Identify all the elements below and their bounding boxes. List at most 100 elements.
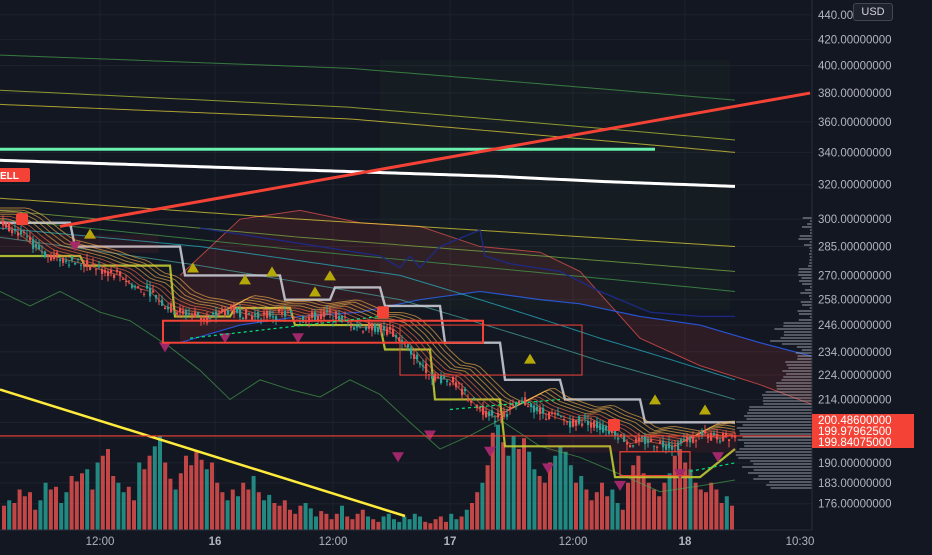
candle-body	[338, 315, 341, 321]
candle-body	[638, 437, 641, 442]
volume-bar	[147, 455, 152, 530]
candle-body	[308, 317, 311, 322]
buy-signal-marker	[324, 270, 336, 281]
candle-body	[500, 417, 503, 419]
candle-body	[377, 326, 380, 332]
candle-body	[188, 313, 191, 315]
candle-body	[680, 439, 683, 444]
candle-body	[515, 401, 518, 407]
candle-body	[461, 388, 464, 396]
drawing-lines	[0, 91, 812, 518]
sell-signal-marker	[712, 452, 724, 463]
volume-bar	[428, 523, 433, 530]
volume-bar	[106, 449, 110, 530]
envelope-line	[0, 209, 736, 272]
trade-marker	[16, 213, 28, 226]
volume-bar	[126, 486, 131, 530]
time-axis[interactable]: 12:00 16 12:00 17 12:00 18 10:30	[86, 536, 815, 548]
candle-body	[245, 308, 248, 319]
volume-bar	[657, 496, 662, 530]
price-label-tag	[812, 436, 914, 448]
candle-body	[53, 254, 56, 259]
ma-ribbon-line	[0, 211, 736, 437]
candle-body	[392, 328, 395, 337]
volume-bar	[501, 442, 506, 530]
candle-body	[443, 376, 446, 379]
price-tick-label: 190.00000000	[818, 458, 892, 470]
candle-body	[389, 326, 392, 330]
candle-body	[395, 335, 398, 338]
candle-body	[491, 410, 494, 416]
sell-signal-marker	[219, 333, 231, 344]
volume-bar	[54, 486, 58, 530]
price-label-text: 199.97962500	[818, 426, 892, 438]
volume-bar	[111, 476, 116, 530]
candle-body	[713, 432, 716, 436]
candle-body	[692, 435, 695, 443]
volume-bar	[350, 519, 355, 530]
volume-bar	[329, 519, 334, 530]
candle-body	[647, 439, 650, 444]
candle-body	[26, 236, 29, 238]
candle-body	[410, 347, 413, 355]
volume-bar	[646, 482, 651, 530]
candle-body	[518, 400, 521, 404]
volume-bar	[527, 451, 532, 530]
candle-body	[218, 314, 221, 316]
price-tick-label: 246.00000000	[818, 320, 892, 332]
candle-body	[614, 428, 617, 437]
volume-bar	[132, 500, 136, 530]
candle-body	[617, 437, 620, 440]
candle-body	[350, 326, 353, 328]
candle-body	[8, 222, 11, 232]
candle-body	[653, 445, 656, 447]
supertrend-line	[0, 221, 735, 424]
candle-body	[527, 406, 530, 408]
volume-profile	[735, 217, 812, 489]
volume-bar	[433, 519, 438, 530]
volume-bar	[236, 496, 240, 530]
envelope-line	[0, 197, 736, 248]
candle-body	[197, 312, 200, 316]
volume-bar	[376, 521, 381, 530]
candle-body	[137, 286, 140, 289]
candle-body	[233, 306, 236, 315]
candle-body	[524, 397, 527, 406]
candle-body	[11, 230, 14, 234]
currency-badge[interactable]: USD	[853, 3, 893, 21]
volume-bar	[688, 469, 693, 530]
volume-bar	[714, 489, 719, 530]
candle-body	[293, 317, 296, 319]
volume-bar	[600, 482, 604, 530]
volume-bar	[360, 509, 365, 530]
candle-body	[272, 316, 275, 318]
candle-body	[581, 423, 584, 426]
sell-signal-marker	[484, 446, 496, 457]
volume-bar	[459, 516, 464, 530]
candle-body	[32, 239, 35, 249]
candle-body	[626, 442, 629, 445]
candle-body	[620, 434, 623, 436]
volume-bar	[95, 462, 100, 530]
candle-body	[86, 259, 89, 266]
envelope-line	[0, 218, 736, 292]
candle-body	[131, 284, 134, 288]
volume-bar	[142, 469, 147, 530]
candle-body	[575, 420, 578, 426]
envelope-line	[0, 227, 736, 381]
volume-bar	[303, 503, 308, 530]
candle-body	[182, 310, 185, 315]
sell-signal-marker	[392, 452, 404, 463]
buy-signal-marker	[309, 286, 321, 297]
candle-body	[68, 264, 71, 266]
price-tick-label: 400.00000000	[818, 61, 892, 73]
candle-body	[728, 439, 731, 442]
time-tick-label: 16	[209, 536, 222, 548]
volume-bar	[620, 509, 625, 530]
candle-body	[185, 309, 188, 316]
candle-body	[47, 254, 50, 257]
candle-body	[719, 440, 722, 442]
price-tick-label: 420.00000000	[818, 35, 892, 47]
